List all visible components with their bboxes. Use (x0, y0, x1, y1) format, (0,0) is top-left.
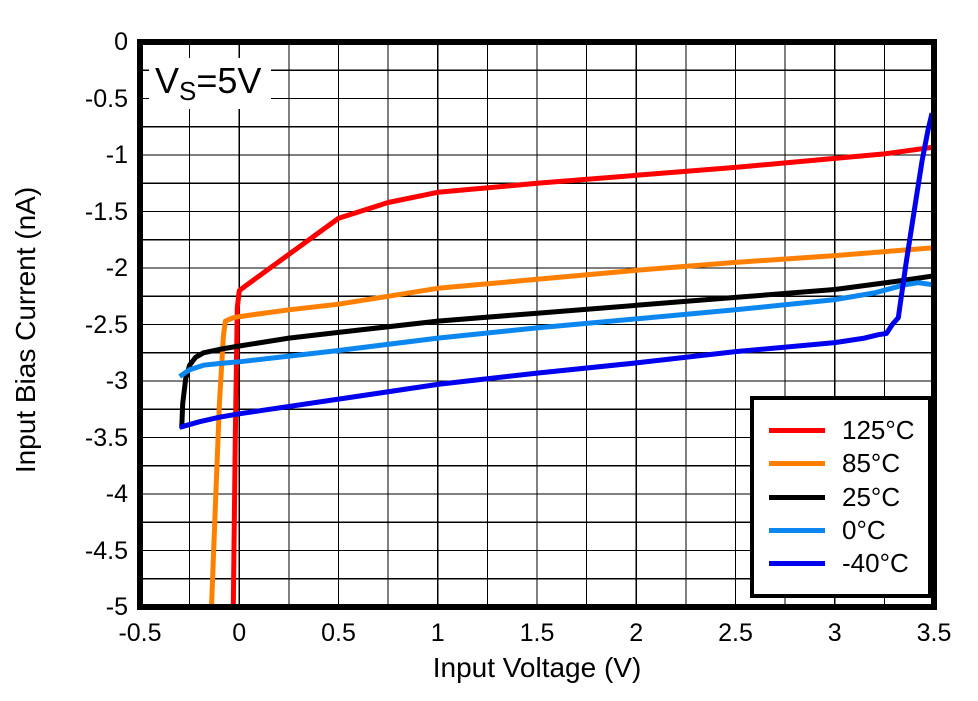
annotation-subscript: S (179, 76, 197, 106)
y-tick-label: -4 (105, 480, 128, 508)
legend-swatch (769, 561, 825, 566)
legend-entry-85CC: 85°C (754, 450, 928, 477)
legend-entry-25CC: 25°C (754, 481, 928, 512)
y-tick-label: -2.5 (84, 310, 128, 339)
series-curves (178, 112, 934, 607)
y-tick-label: -3 (105, 367, 128, 395)
x-axis-title: Input Voltage (V) (432, 652, 642, 683)
legend: 125°C 85°C 25°C 0°C -40°C (750, 396, 932, 598)
x-tick-label: 3.5 (916, 619, 952, 647)
legend-label: 125°C (842, 415, 915, 445)
legend-entry-0CC: 0°C (754, 514, 928, 545)
y-tick-label: -5 (105, 593, 128, 621)
legend-entry-125CC: 125°C (754, 417, 928, 444)
legend-label: 0°C (842, 514, 886, 545)
x-tick-label: 0.5 (321, 619, 356, 647)
legend-entry--40CC: -40°C (754, 550, 928, 577)
x-tick-label: 3 (827, 619, 842, 647)
plot-border (137, 39, 937, 610)
x-tick-label: 2.5 (718, 619, 753, 647)
y-tick-label: -0.5 (84, 84, 128, 113)
series-line-85CC (209, 245, 934, 607)
y-tick-label: -3.5 (84, 423, 128, 452)
legend-swatch (769, 527, 825, 533)
series-line-125CC (230, 144, 934, 607)
annotation-main: V (155, 60, 180, 101)
legend-label: 25°C (842, 481, 901, 512)
x-tick-label: -0.5 (118, 619, 162, 647)
series-line-0CC (178, 280, 934, 379)
y-tick-label: -1 (105, 141, 128, 169)
y-tick-label: -1.5 (84, 197, 128, 226)
legend-swatch (769, 428, 825, 433)
legend-swatch (769, 494, 825, 500)
legend-swatch (769, 461, 825, 467)
y-tick-label: 0 (114, 28, 128, 56)
y-tick-label: -4.5 (84, 536, 128, 565)
legend-label: 85°C (842, 448, 901, 479)
x-tick-label: 2 (629, 619, 644, 647)
y-tick-label: -2 (105, 254, 128, 282)
legend-label: -40°C (842, 548, 909, 578)
series-line--40CC (179, 112, 934, 430)
x-tick-label: 1.5 (519, 619, 555, 647)
annotation-rest: =5V (196, 60, 262, 101)
supply-voltage-annotation: VS=5V (149, 58, 272, 109)
x-tick-label: 0 (232, 619, 247, 647)
x-tick-label: 1 (430, 619, 445, 647)
